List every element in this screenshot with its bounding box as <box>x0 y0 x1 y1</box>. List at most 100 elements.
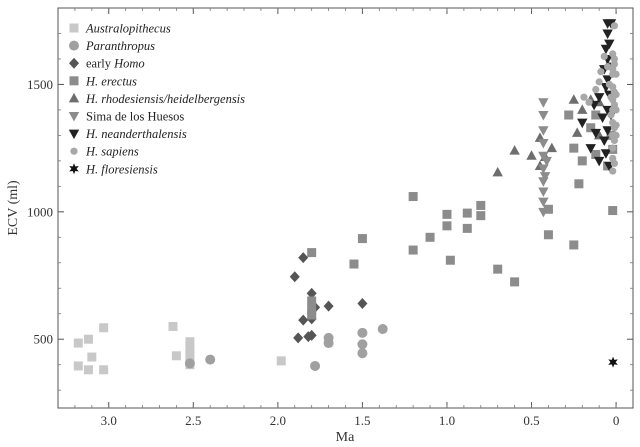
data-point <box>541 156 552 167</box>
legend-label-part: early <box>86 57 114 71</box>
data-point <box>602 75 613 85</box>
data-point <box>568 94 580 104</box>
data-point <box>493 264 503 274</box>
data-point <box>289 271 300 283</box>
data-point <box>571 127 583 137</box>
data-point <box>610 159 618 168</box>
legend-label: Sima de los Huesos <box>86 110 184 124</box>
data-point <box>298 314 309 326</box>
data-point <box>538 151 549 162</box>
data-point <box>577 118 588 129</box>
data-point <box>609 144 617 152</box>
series-0 <box>73 321 286 375</box>
data-point <box>306 287 317 299</box>
data-point <box>323 338 334 349</box>
data-point <box>476 200 486 210</box>
data-point <box>357 298 368 310</box>
data-point <box>298 252 309 264</box>
x-tick-label: 2.5 <box>185 413 201 428</box>
legend-label: H. rhodesiensis/heidelbergensis <box>85 92 245 106</box>
x-tick-label: 2.0 <box>270 413 286 428</box>
data-point <box>569 143 579 153</box>
data-point <box>538 126 549 136</box>
legend-label: H. sapiens <box>85 145 139 159</box>
data-point <box>610 22 618 30</box>
legend-label-part: Sima de los Huesos <box>86 110 184 124</box>
data-point <box>307 310 317 320</box>
legend-label: H. erectus <box>85 74 137 88</box>
data-point <box>538 197 549 208</box>
legend-label: H. neanderthalensis <box>85 127 187 141</box>
y-tick-label: 1500 <box>27 77 53 92</box>
data-point <box>538 164 549 175</box>
data-point <box>585 98 593 106</box>
data-points <box>73 19 620 375</box>
data-point <box>171 351 181 361</box>
data-point <box>612 106 620 114</box>
legend-label-part: H. floresiensis <box>85 162 158 176</box>
data-point <box>600 149 612 159</box>
data-point <box>604 39 615 50</box>
data-point <box>307 248 317 258</box>
data-point <box>492 166 503 177</box>
legend-label-part: Paranthropus <box>85 39 155 53</box>
y-tick-label: 1000 <box>27 204 53 219</box>
data-point <box>349 259 359 269</box>
data-point <box>539 172 551 182</box>
data-point <box>476 211 486 221</box>
series-7 <box>580 22 620 175</box>
data-point <box>610 55 618 63</box>
data-point <box>185 337 195 347</box>
data-point <box>357 348 368 359</box>
series-1 <box>184 324 388 371</box>
series-8 <box>608 356 618 368</box>
series-4 <box>492 94 605 177</box>
legend-marker <box>69 76 79 86</box>
y-tick-label: 500 <box>34 332 54 347</box>
legend-label: H. floresiensis <box>85 162 158 176</box>
x-tick-label: 3.0 <box>101 413 117 428</box>
data-point <box>595 78 603 86</box>
data-point <box>592 85 600 94</box>
data-point <box>580 93 588 101</box>
legend-label-part: H. erectus <box>85 74 137 88</box>
data-point <box>564 110 574 120</box>
data-point <box>577 156 587 166</box>
data-point <box>83 365 93 375</box>
legend-label: Paranthropus <box>85 39 155 53</box>
legend-marker <box>68 112 80 122</box>
data-point <box>543 204 553 214</box>
y-axis-label: ECV (ml) <box>6 180 21 236</box>
data-point <box>612 131 620 139</box>
data-point <box>538 139 549 149</box>
data-point <box>310 360 321 371</box>
data-point <box>538 111 549 121</box>
legend-marker <box>68 92 80 103</box>
data-point <box>185 343 195 353</box>
data-point <box>538 187 549 197</box>
legend-marker <box>68 129 80 140</box>
data-point <box>377 324 388 335</box>
data-point <box>357 327 368 338</box>
data-point <box>586 123 596 133</box>
data-point <box>442 209 452 219</box>
x-tick-label: 0 <box>613 413 620 428</box>
legend-label: Australopithecus <box>85 22 171 36</box>
data-point <box>538 177 549 187</box>
data-point <box>357 339 368 350</box>
data-point <box>509 145 520 155</box>
data-point <box>357 234 367 244</box>
data-point <box>408 192 418 202</box>
data-point <box>612 91 620 99</box>
data-point <box>445 255 455 265</box>
data-point <box>462 223 472 233</box>
data-point <box>546 142 558 153</box>
data-point <box>462 208 472 218</box>
legend-marker <box>70 147 78 155</box>
data-point <box>83 334 93 344</box>
data-point <box>577 104 588 114</box>
data-point <box>73 361 83 371</box>
x-tick-label: 1.5 <box>354 413 370 428</box>
data-point <box>307 305 317 315</box>
data-point <box>597 68 605 76</box>
